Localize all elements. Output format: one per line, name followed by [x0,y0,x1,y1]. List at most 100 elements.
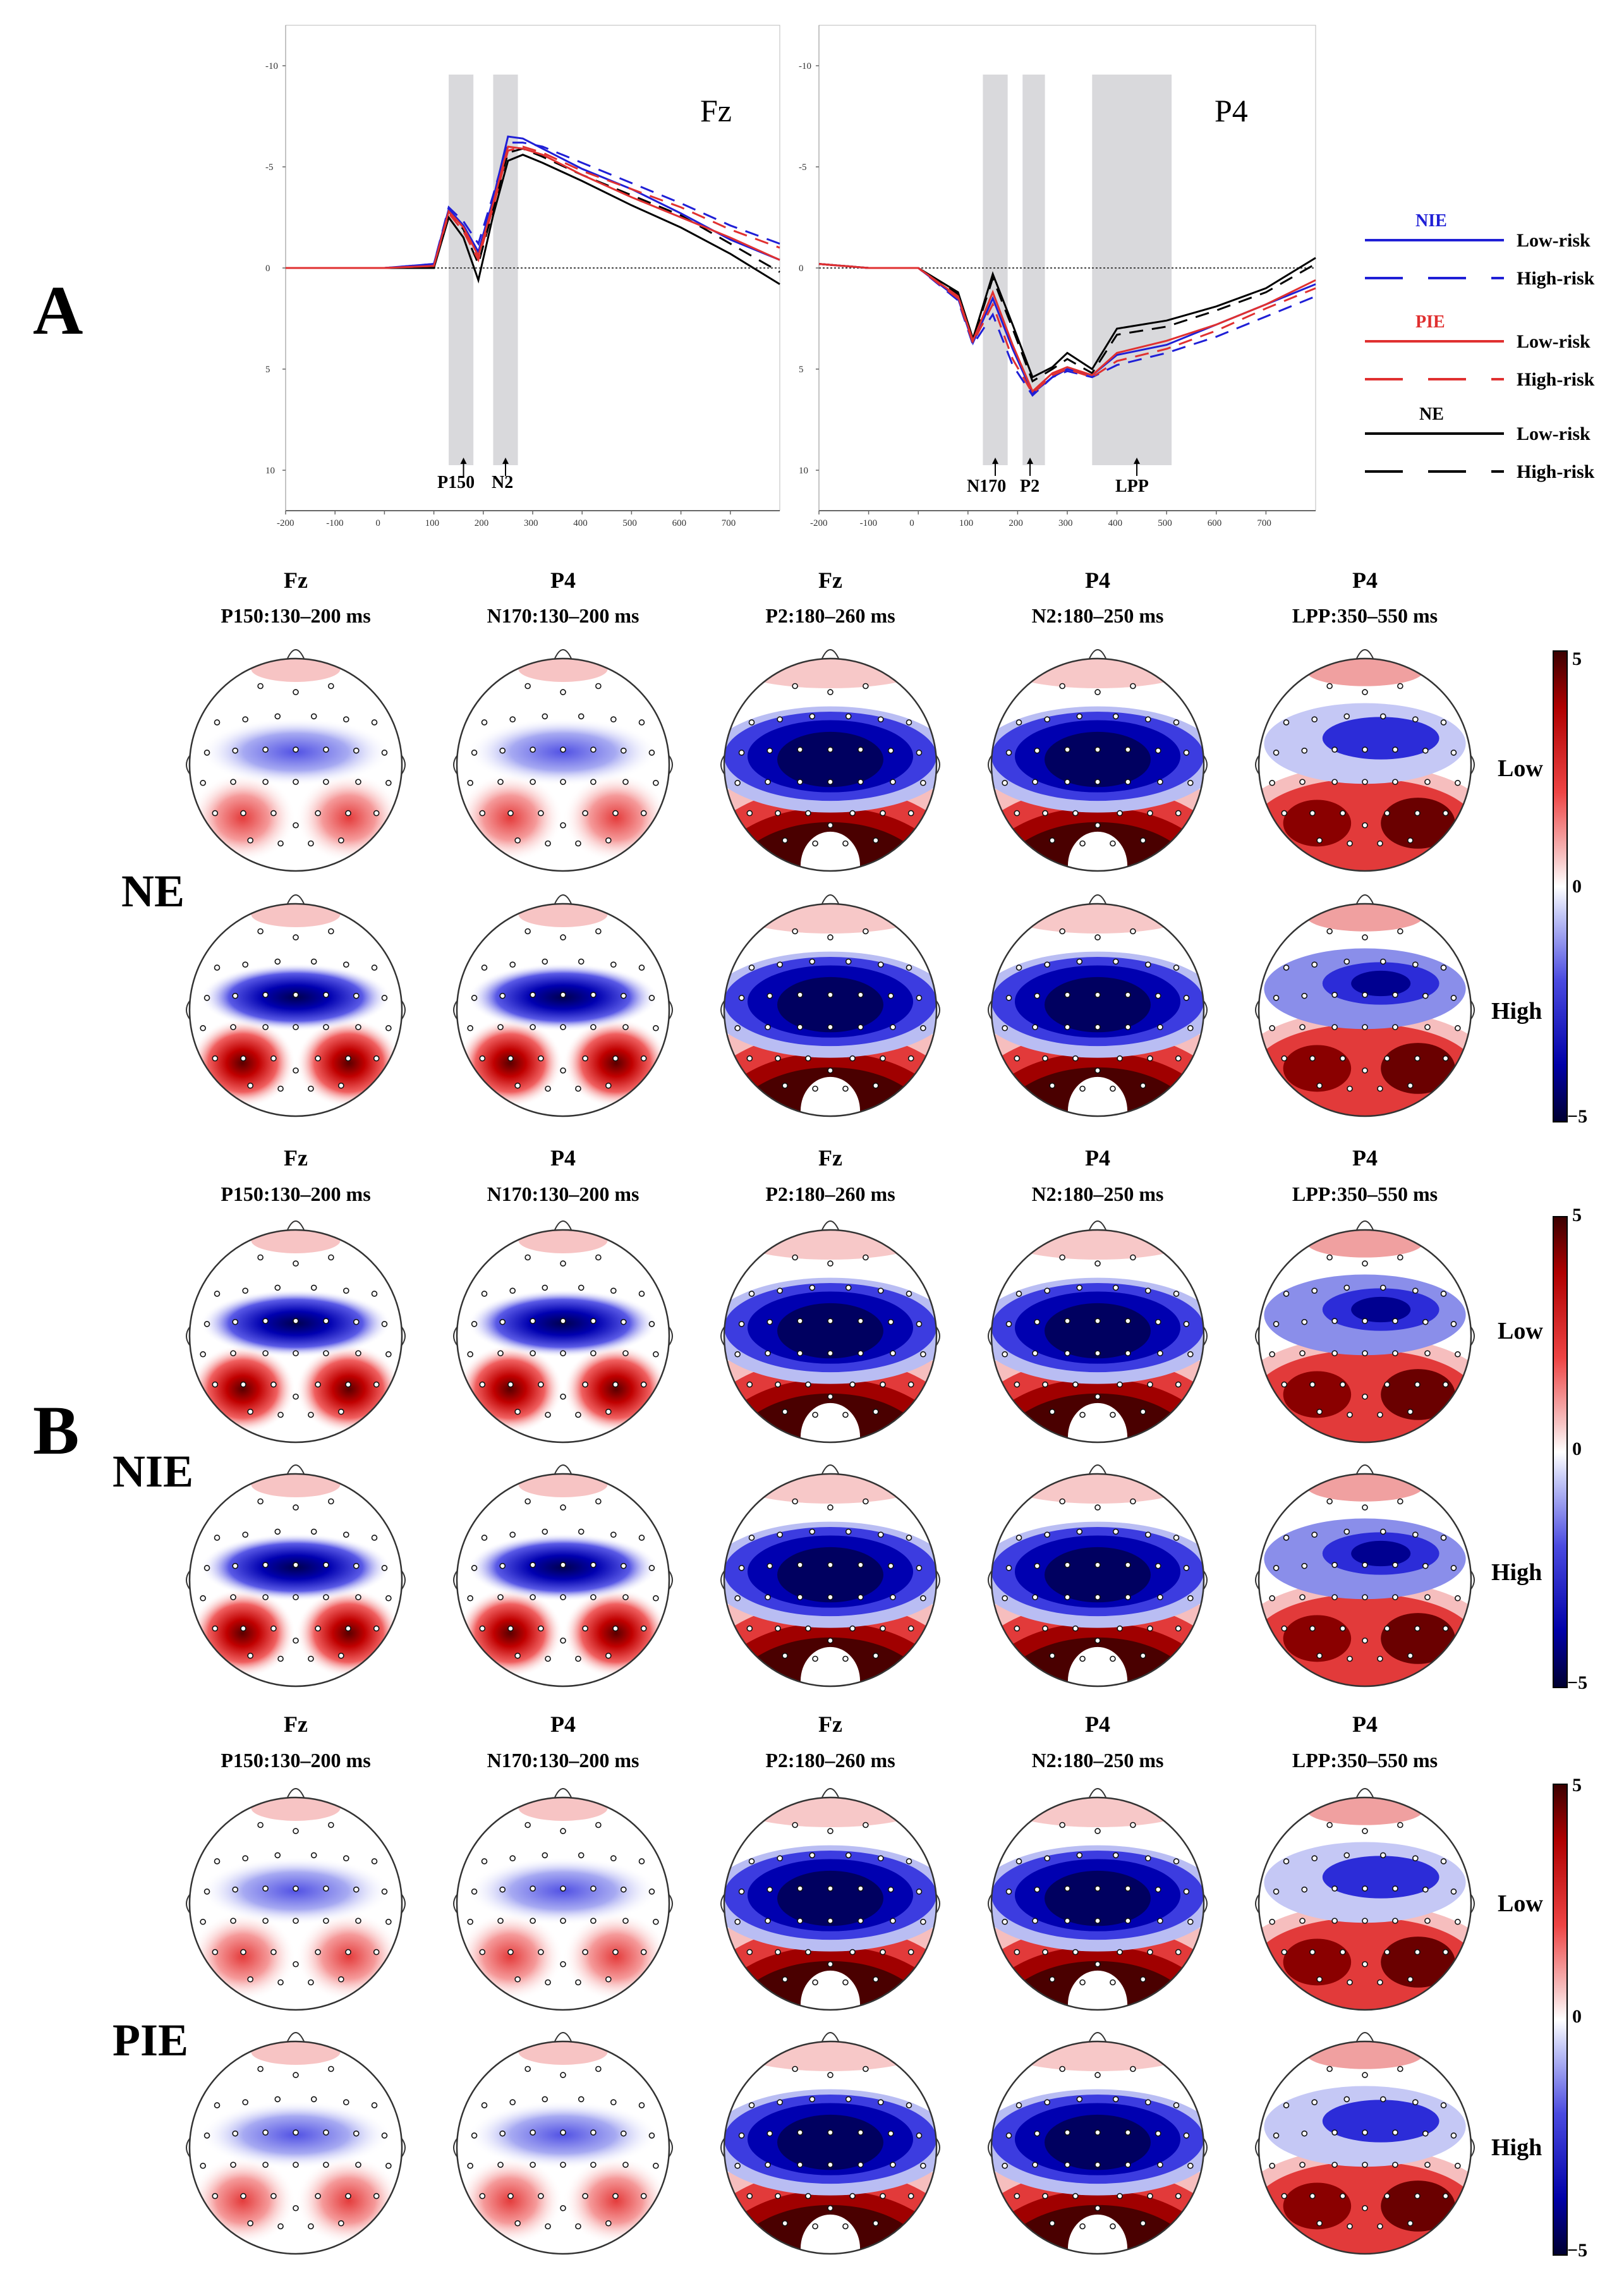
electrode-marker [845,713,852,720]
electrode-marker [1002,779,1008,786]
electrode-marker [1377,2223,1383,2230]
electrode-marker [530,1885,536,1892]
panel-label-a: A [33,272,83,349]
electrode-marker [1094,1562,1101,1568]
electrode-marker [240,2193,246,2199]
electrode-marker [906,719,912,726]
colorbar-nie-max: 5 [1572,1205,1582,1226]
topomap-ear-right [936,1571,940,1590]
electrode-marker [1147,1949,1153,1955]
topomap-ear-right [1203,2138,1208,2157]
electrode-marker [612,1055,619,1062]
electrode-marker [648,750,655,756]
electrode-marker [1301,1886,1308,1893]
electrode-marker [797,1562,803,1568]
electrode-marker [1331,779,1338,785]
legend-ne-low: Low-risk [1517,423,1591,444]
electrode-marker [1002,1025,1008,1031]
electrode-marker [595,928,602,935]
topomap-head [990,2040,1205,2255]
topomap-ear-left [720,1001,725,1019]
electrode-marker [792,683,798,690]
electrode-marker [767,747,773,754]
electrode-marker [200,1351,206,1358]
electrode-marker [738,750,745,756]
electrode-marker [1326,683,1333,690]
electrode-marker [1440,964,1447,971]
electrode-marker [1397,1822,1403,1828]
electrode-marker [622,1594,629,1600]
electrode-marker [342,961,349,968]
electrode-marker [345,1055,351,1062]
topomap [720,1788,940,2011]
electrode-marker [560,2129,566,2136]
colorbar-ne-max: 5 [1572,648,1582,669]
topomap-nose [554,894,573,906]
electrode-marker [1343,2096,1350,2103]
electrode-marker [590,1885,597,1892]
electrode-marker [792,928,798,935]
electrode-marker [1362,1828,1368,1834]
electrode-marker [805,1625,811,1632]
topomap [186,1788,406,2011]
electrode-marker [1140,1652,1146,1659]
topomap-head [456,1796,670,2011]
topomap-ear-right [401,1571,406,1590]
topomap-field [991,1230,1204,1442]
topomap-head [723,1229,938,1444]
electrode-marker [610,1855,617,1861]
electrode-marker [1130,2065,1136,2072]
electrode-marker [242,716,249,722]
electrode-marker [1112,713,1119,720]
electrode-marker [1273,1889,1280,1895]
erp-arrowhead-0 [992,458,999,464]
electrode-marker [1125,992,1131,998]
electrode-marker [1379,1284,1386,1291]
erp-x-tick-label: 500 [622,518,637,528]
electrode-marker [1130,683,1136,690]
electrode-marker [1002,1595,1008,1602]
electrode-marker [1125,2162,1131,2168]
topomap-component-label: N2:180–250 ms [1032,1749,1164,1772]
electrode-marker [1316,1082,1323,1089]
topomap [186,649,406,872]
electrode-marker [507,2193,514,2199]
electrode-marker [827,1260,833,1267]
erp-window-2 [1092,75,1172,465]
electrode-marker [293,934,299,940]
electrode-marker [638,1535,645,1541]
electrode-marker [1362,2129,1368,2136]
electrode-marker [1347,1979,1353,1986]
electrode-marker [1311,1531,1318,1538]
row-label-pie-low: Low [1498,1890,1543,1917]
electrode-marker [342,1531,349,1538]
electrode-marker [1301,747,1308,754]
electrode-marker [827,822,833,829]
electrode-marker [746,2193,753,2199]
electrode-marker [530,1318,536,1324]
electrode-marker [1362,1918,1368,1924]
topomap-electrode-label: P4 [1085,568,1110,593]
electrode-marker [878,1531,884,1538]
electrode-marker [782,1976,788,1983]
erp-x-tick-label: 100 [425,518,440,528]
electrode-marker [308,1411,314,1418]
electrode-marker [293,2072,299,2078]
electrode-marker [1377,1655,1383,1662]
electrode-marker [355,779,361,785]
electrode-marker [355,1594,361,1600]
electrode-marker [524,2065,531,2072]
electrode-marker [257,2065,264,2072]
electrode-marker [212,1625,219,1632]
topomap-head [456,2040,670,2255]
topomap-field [991,1797,1204,2010]
electrode-marker [1424,1350,1431,1356]
electrode-marker [1362,2162,1368,2168]
electrode-marker [916,1321,923,1327]
electrode-marker [373,1055,380,1062]
topomap-electrode-label: Fz [818,1712,842,1737]
electrode-marker [605,2220,612,2227]
electrode-marker [507,1381,514,1388]
electrode-marker [1094,1961,1101,1968]
electrode-marker [1112,2096,1119,2103]
